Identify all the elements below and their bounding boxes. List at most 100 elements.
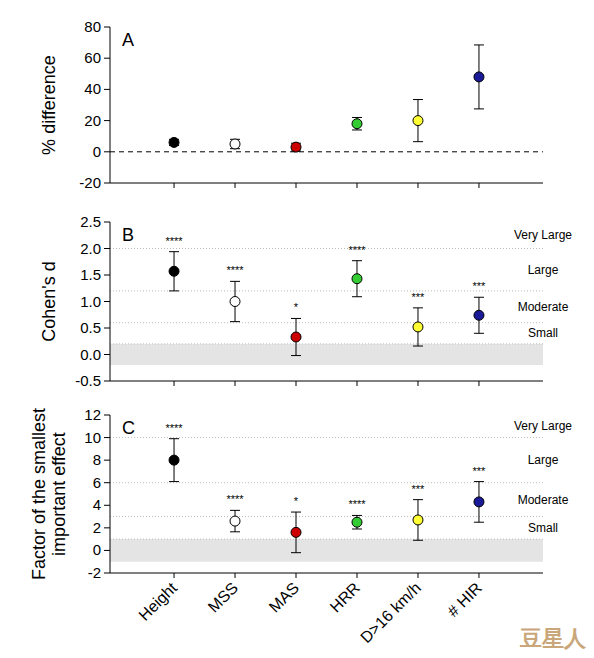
- figure: -20020406080A% differenceSmallModerateLa…: [0, 0, 594, 658]
- significance: ****: [348, 498, 366, 510]
- error-cap: [169, 290, 179, 291]
- x-tick-label: D>16 km/h: [357, 579, 424, 646]
- y-tick: [104, 275, 110, 276]
- point: [169, 266, 179, 276]
- y-tick: [104, 151, 110, 152]
- y-axis-title: Factor of the smallest: [29, 408, 49, 580]
- error-cap: [413, 141, 423, 142]
- panel-label: C: [122, 418, 135, 438]
- x-tick: [356, 381, 357, 386]
- y-tick-label: 0.0: [80, 346, 101, 363]
- y-tick-label: 20: [84, 112, 101, 129]
- significance: ***: [473, 280, 487, 292]
- y-tick: [104, 222, 110, 223]
- threshold-line: [110, 322, 543, 323]
- point: [474, 310, 484, 320]
- y-axis: [110, 415, 111, 573]
- effect-label: Moderate: [518, 493, 569, 507]
- y-axis-title: important effect: [49, 432, 69, 556]
- error-bar: [230, 281, 240, 321]
- error-bar: [169, 439, 179, 482]
- x-tick: [417, 573, 418, 578]
- y-tick-label: -20: [79, 174, 101, 191]
- x-tick: [417, 183, 418, 188]
- effect-label: Large: [528, 263, 559, 277]
- y-tick: [104, 550, 110, 551]
- point: [474, 72, 484, 82]
- point: [169, 455, 179, 465]
- effect-label: Moderate: [518, 300, 569, 314]
- y-tick: [104, 328, 110, 329]
- significance: ****: [165, 235, 183, 247]
- significance: ****: [165, 422, 183, 434]
- significance: ***: [473, 465, 487, 477]
- error-cap: [169, 481, 179, 482]
- y-tick-label: 0.5: [80, 319, 101, 336]
- error-bar: [352, 515, 362, 529]
- x-axis: [110, 573, 543, 574]
- y-tick-label: 2.5: [80, 213, 101, 230]
- y-tick-label: 80: [84, 18, 101, 35]
- y-axis-title: Cohen's d: [39, 261, 59, 342]
- trivial-band: [110, 539, 543, 562]
- error-cap: [413, 346, 423, 347]
- y-tick: [104, 27, 110, 28]
- x-tick: [478, 381, 479, 386]
- y-tick: [104, 482, 110, 483]
- point: [291, 332, 301, 342]
- plot-area: [110, 45, 543, 152]
- y-tick: [104, 89, 110, 90]
- x-tick-label: MSS: [205, 579, 242, 616]
- error-cap: [291, 552, 301, 553]
- error-cap: [413, 540, 423, 541]
- x-tick-label: HRR: [327, 579, 364, 616]
- x-tick: [235, 573, 236, 578]
- significance: *: [294, 301, 299, 313]
- error-cap: [230, 321, 240, 322]
- y-tick: [104, 527, 110, 528]
- y-tick-label: 8: [93, 451, 101, 468]
- x-tick: [174, 381, 175, 386]
- y-tick-label: -0.5: [75, 372, 101, 389]
- x-tick: [296, 183, 297, 188]
- y-tick-label: 12: [84, 406, 101, 423]
- y-tick: [104, 573, 110, 574]
- point: [291, 142, 301, 152]
- point: [352, 119, 362, 129]
- watermark: 豆星人: [519, 626, 587, 651]
- panel-c: SmallModerateLargeVery Large************…: [29, 406, 572, 646]
- error-bar: [474, 482, 484, 523]
- point: [230, 516, 240, 526]
- error-bar: [474, 45, 484, 109]
- error-cap: [474, 108, 484, 109]
- y-tick: [104, 505, 110, 506]
- x-tick: [296, 573, 297, 578]
- error-cap: [474, 481, 484, 482]
- y-tick: [104, 301, 110, 302]
- reference-line: [110, 151, 543, 152]
- panel-label: B: [122, 225, 134, 245]
- y-axis: [110, 27, 111, 183]
- x-tick: [356, 183, 357, 188]
- threshold-line: [110, 437, 543, 438]
- y-tick: [104, 248, 110, 249]
- plot-area: [110, 438, 543, 562]
- x-axis: [110, 183, 543, 184]
- point: [474, 497, 484, 507]
- x-tick-label: MAS: [266, 579, 303, 616]
- effect-label: Small: [528, 521, 558, 535]
- error-bar: [474, 297, 484, 333]
- threshold-line: [110, 516, 543, 517]
- point: [413, 322, 423, 332]
- panel-label: A: [122, 30, 134, 50]
- y-tick: [104, 437, 110, 438]
- y-tick: [104, 58, 110, 59]
- x-tick: [174, 573, 175, 578]
- y-tick-label: 0: [93, 541, 101, 558]
- point: [413, 515, 423, 525]
- effect-label: Small: [528, 326, 558, 340]
- y-tick-label: -2: [88, 564, 101, 581]
- point: [413, 116, 423, 126]
- significance: ****: [226, 264, 244, 276]
- threshold-line: [110, 539, 543, 540]
